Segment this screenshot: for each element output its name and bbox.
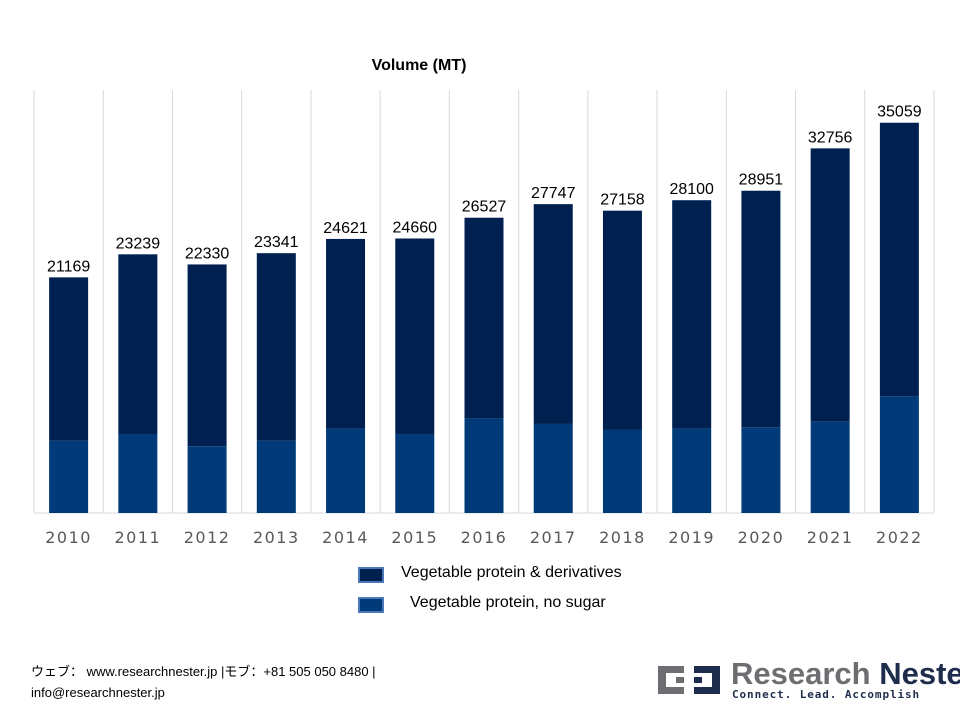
bar-no-sugar-2019 xyxy=(672,428,712,513)
bar-no-sugar-2020 xyxy=(741,427,781,513)
x-tick-label-2020: 2020 xyxy=(738,528,785,547)
logo-wordmark: Research Nester xyxy=(731,656,960,692)
bar-derivatives-2017 xyxy=(533,204,573,424)
bar-derivatives-2014 xyxy=(326,238,366,429)
legend-item-no-sugar: Vegetable protein, no sugar xyxy=(356,590,676,620)
bar-no-sugar-2018 xyxy=(602,429,642,513)
x-tick-label-2016: 2016 xyxy=(461,528,508,547)
data-label-2011: 23239 xyxy=(116,235,161,252)
logo-wordmark-nester: Nester xyxy=(879,656,960,691)
x-tick-label-2014: 2014 xyxy=(322,528,369,547)
x-tick-label-2013: 2013 xyxy=(253,528,300,547)
data-labels: 21169 23239 22330 23341 24621 24660 26527 27747… xyxy=(47,104,922,276)
bar-no-sugar-2010 xyxy=(49,440,89,513)
bar-derivatives-2021 xyxy=(810,148,850,422)
bar-derivatives-2016 xyxy=(464,217,504,419)
bar-no-sugar-2014 xyxy=(326,428,366,513)
data-label-2022: 35059 xyxy=(877,104,922,121)
data-label-2016: 26527 xyxy=(462,199,507,216)
logo-mark-icon xyxy=(658,666,720,694)
x-tick-label-2010: 2010 xyxy=(45,528,92,547)
chart-title: Volume (MT) xyxy=(372,57,467,74)
chart-legend: Vegetable protein & derivatives Vegetabl… xyxy=(356,560,676,620)
bar-derivatives-2018 xyxy=(602,210,642,430)
bar-no-sugar-2013 xyxy=(256,440,296,513)
data-label-2018: 27158 xyxy=(600,192,645,209)
data-label-2017: 27747 xyxy=(531,185,576,202)
bars xyxy=(49,122,919,513)
x-tick-label-2012: 2012 xyxy=(184,528,231,547)
bar-derivatives-2013 xyxy=(256,253,296,441)
bar-no-sugar-2021 xyxy=(810,421,850,513)
x-tick-label-2017: 2017 xyxy=(530,528,577,547)
bar-no-sugar-2011 xyxy=(118,433,158,513)
bar-no-sugar-2015 xyxy=(395,433,435,513)
data-label-2013: 23341 xyxy=(254,234,299,251)
bar-derivatives-2015 xyxy=(395,238,435,434)
x-tick-label-2021: 2021 xyxy=(807,528,854,547)
bar-no-sugar-2016 xyxy=(464,418,504,513)
bar-no-sugar-2022 xyxy=(879,396,919,513)
bar-no-sugar-2012 xyxy=(187,446,227,513)
gridlines xyxy=(33,90,935,514)
data-label-2020: 28951 xyxy=(739,172,784,189)
bar-derivatives-2022 xyxy=(879,122,919,397)
data-label-2021: 32756 xyxy=(808,129,853,146)
data-label-2010: 21169 xyxy=(47,258,90,275)
logo-wordmark-research: Research xyxy=(731,656,880,691)
data-label-2012: 22330 xyxy=(185,245,230,262)
legend-item-derivatives: Vegetable protein & derivatives xyxy=(356,560,676,590)
x-tick-label-2018: 2018 xyxy=(599,528,646,547)
footer-contact-email: info@researchnester.jp xyxy=(31,685,165,700)
bar-no-sugar-2017 xyxy=(533,423,573,513)
logo-tagline: Connect. Lead. Accomplish xyxy=(732,688,921,701)
x-tick-label-2019: 2019 xyxy=(668,528,715,547)
x-tick-label-2022: 2022 xyxy=(876,528,923,547)
x-tick-label-2011: 2011 xyxy=(114,528,161,547)
bar-derivatives-2012 xyxy=(187,264,227,447)
x-axis-tick-labels: 2010 2011 2012 2013 2014 2015 2016 2017 2018 2019… xyxy=(45,528,923,547)
data-label-2014: 24621 xyxy=(323,220,368,237)
data-label-2015: 24660 xyxy=(393,219,438,236)
bar-derivatives-2019 xyxy=(672,200,712,429)
data-label-2019: 28100 xyxy=(669,181,714,198)
legend-swatch-derivatives xyxy=(358,567,384,583)
research-nester-logo: Research Nester Connect. Lead. Accomplis… xyxy=(654,656,960,704)
bar-derivatives-2011 xyxy=(118,254,158,434)
legend-label-no-sugar: Vegetable protein, no sugar xyxy=(410,594,606,611)
bar-derivatives-2010 xyxy=(49,277,89,441)
footer-contact: ウェブ： www.researchnester.jp |モブ：+81 505 0… xyxy=(31,661,376,703)
legend-swatch-no-sugar xyxy=(358,597,384,613)
legend-label-derivatives: Vegetable protein & derivatives xyxy=(401,564,622,581)
footer-contact-web-phone: ウェブ： www.researchnester.jp |モブ：+81 505 0… xyxy=(31,664,376,679)
bar-derivatives-2020 xyxy=(741,190,781,428)
x-tick-label-2015: 2015 xyxy=(391,528,438,547)
